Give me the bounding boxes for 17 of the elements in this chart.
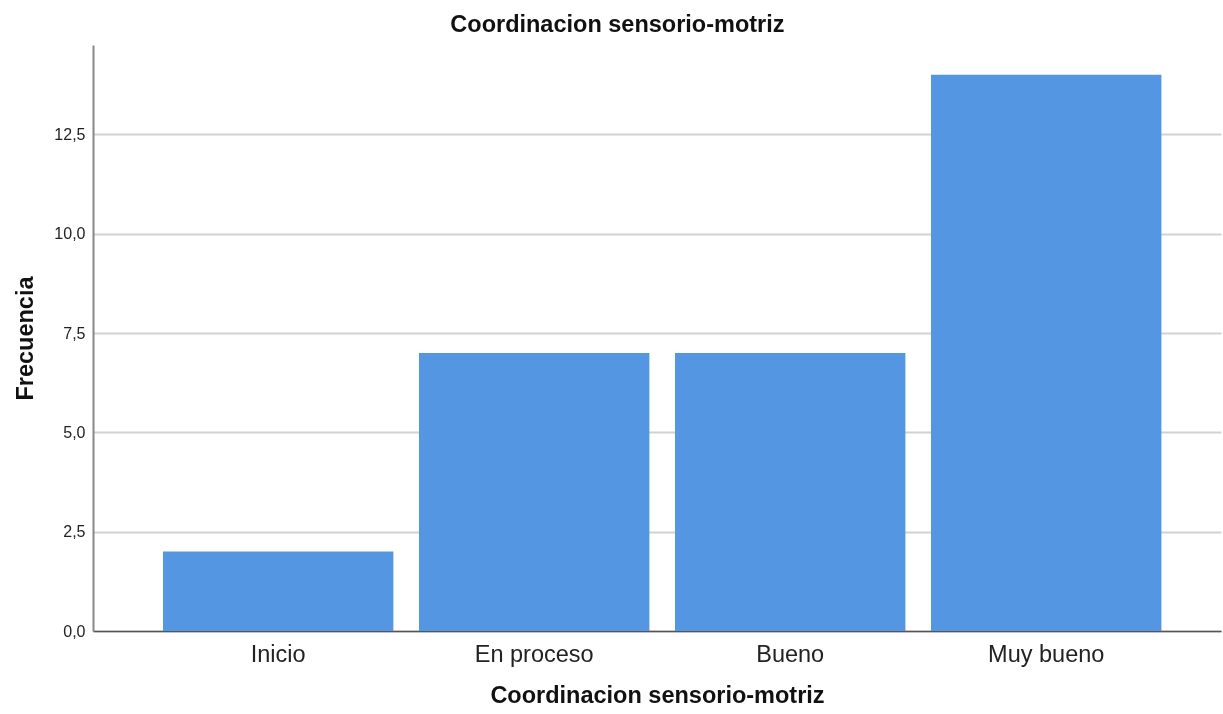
x-tick-label: Inicio	[250, 640, 306, 667]
x-tick-label: Muy bueno	[988, 640, 1105, 667]
x-axis-title: Coordinacion sensorio-motriz	[490, 682, 825, 708]
chart-title: Coordinacion sensorio-motriz	[450, 10, 785, 37]
y-tick-label: 0,0	[63, 622, 86, 640]
y-tick-label: 7,5	[63, 324, 86, 342]
y-tick-label: 2,5	[63, 523, 86, 541]
bar	[418, 352, 650, 631]
y-tick-label: 12,5	[54, 125, 86, 143]
y-tick-label: 5,0	[63, 423, 86, 441]
bar	[674, 352, 906, 631]
bar	[162, 551, 394, 631]
y-tick-label: 10,0	[54, 225, 86, 243]
x-tick-label: En proceso	[474, 640, 594, 667]
bar	[931, 74, 1162, 631]
y-axis-title: Frecuencia	[12, 275, 39, 401]
x-tick-label: Bueno	[756, 640, 825, 667]
